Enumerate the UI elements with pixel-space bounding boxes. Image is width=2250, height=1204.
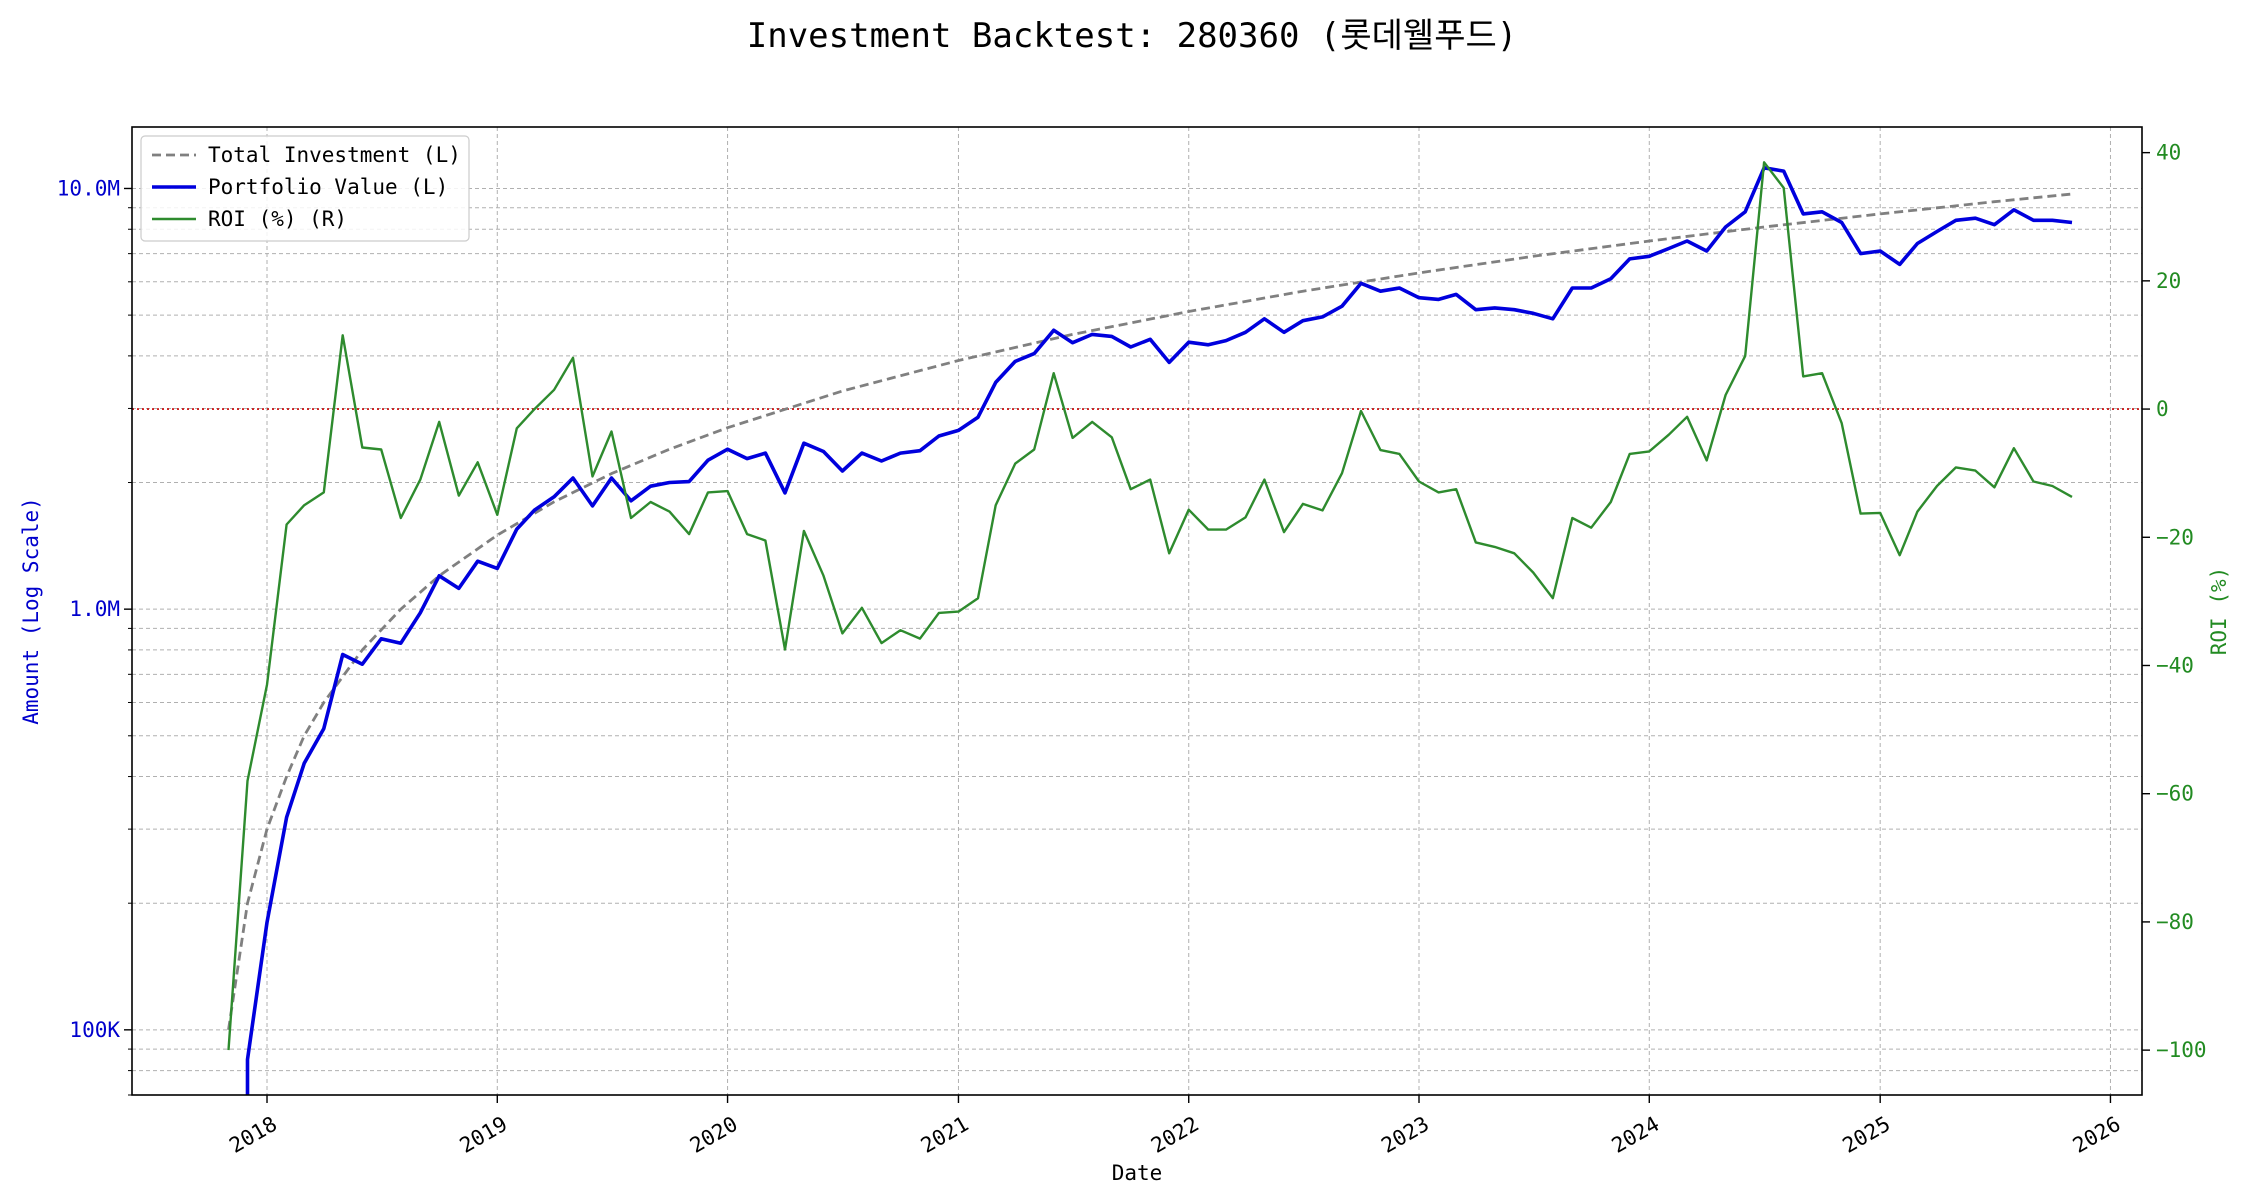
y-right-tick-label: 40 [2156, 141, 2181, 165]
y-left-tick-label: 1.0M [69, 597, 120, 621]
legend-roi-label: ROI (%) (R) [208, 207, 347, 231]
series-portfolio-value [245, 166, 2073, 1095]
y-right-axis-ticks: 40 20 0 −20 −40 −60 −80 −100 [2142, 141, 2207, 1062]
x-tick-label: 2020 [686, 1112, 742, 1158]
legend-investment-label: Total Investment (L) [208, 143, 461, 167]
legend-box [140, 135, 470, 242]
y-left-tick-label: 100K [69, 1018, 120, 1042]
y-right-tick-label: −80 [2156, 910, 2194, 934]
y-right-axis-title: ROI (%) [2207, 567, 2231, 656]
y-right-tick-label: −60 [2156, 782, 2194, 806]
y-left-axis-ticks: 100K 1.0M 10.0M [57, 176, 132, 1096]
x-tick-label: 2025 [1838, 1112, 1894, 1158]
chart-title: Investment Backtest: 280360 (롯데웰푸드) [747, 16, 1518, 56]
y-left-axis-title: Amount (Log Scale) [19, 497, 43, 725]
y-right-tick-label: −20 [2156, 525, 2194, 549]
x-tick-label: 2023 [1377, 1112, 1433, 1158]
x-tick-label: 2021 [917, 1112, 973, 1158]
x-tick-label: 2022 [1147, 1112, 1203, 1158]
x-tick-label: 2026 [2069, 1112, 2125, 1158]
x-tick-label: 2018 [225, 1112, 281, 1158]
y-right-tick-label: −100 [2156, 1038, 2207, 1062]
x-axis-title: Date [1112, 1161, 1163, 1185]
plot-frame [131, 126, 2143, 1096]
x-tick-label: 2019 [456, 1112, 512, 1158]
y-right-tick-label: 20 [2156, 269, 2181, 293]
series-lines [227, 161, 2073, 1095]
x-axis-ticks: 2018 2019 2020 2021 2022 2023 2024 2025 2026 [225, 1095, 2125, 1158]
legend: Total Investment (L) Portfolio Value (L)… [140, 135, 470, 242]
series-roi [227, 161, 2073, 1051]
grid-lines [132, 127, 2142, 1096]
x-tick-label: 2024 [1608, 1112, 1664, 1158]
y-right-tick-label: −40 [2156, 653, 2194, 677]
y-right-tick-label: 0 [2156, 397, 2169, 421]
series-total-investment [227, 192, 2073, 1031]
y-left-tick-label: 10.0M [57, 176, 120, 200]
legend-portfolio-label: Portfolio Value (L) [208, 175, 448, 199]
